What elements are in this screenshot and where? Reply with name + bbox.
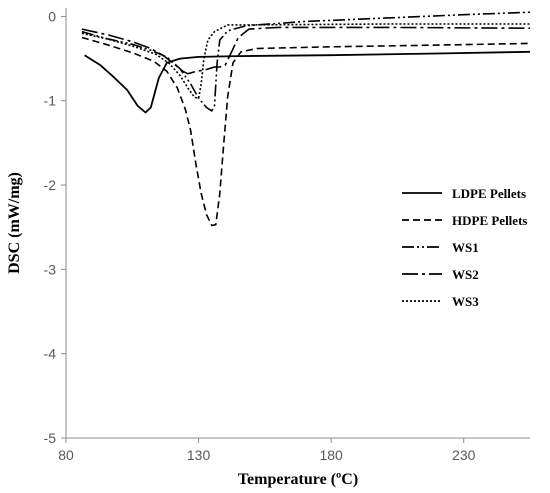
y-axis-title: DSC (mW/mg) <box>6 172 23 274</box>
legend-label: WS1 <box>452 240 479 255</box>
legend-label: WS3 <box>452 294 479 309</box>
series-line-hdpe-pellets <box>81 36 531 227</box>
x-ticks: 80 130 180 230 <box>58 438 476 463</box>
series-line-ws1 <box>81 11 531 112</box>
x-axis-title: Temperature (ºC) <box>238 471 358 488</box>
x-tick-label: 230 <box>452 447 476 463</box>
series-line-ldpe-pellets <box>84 50 531 114</box>
y-tick-label: -1 <box>44 93 57 109</box>
series-line-ws2 <box>81 26 531 75</box>
plot-lines <box>81 11 531 227</box>
axes: 0 -1 -2 -3 -4 -5 80 130 180 230 <box>44 8 530 463</box>
x-tick-label: 80 <box>58 447 74 463</box>
x-tick-label: 180 <box>319 447 343 463</box>
series-line-ws3 <box>81 23 530 99</box>
x-tick-label: 130 <box>187 447 211 463</box>
y-ticks: 0 -1 -2 -3 -4 -5 <box>44 8 66 446</box>
y-tick-label: 0 <box>48 8 56 24</box>
y-tick-label: -4 <box>44 346 57 362</box>
y-tick-label: -3 <box>44 261 57 277</box>
y-tick-label: -2 <box>44 177 57 193</box>
legend-label: WS2 <box>452 267 479 282</box>
y-tick-label: -5 <box>44 430 57 446</box>
legend-label: LDPE Pellets <box>452 186 526 201</box>
legend-label: HDPE Pellets <box>452 213 527 228</box>
legend: LDPE Pellets HDPE Pellets WS1 WS2 WS3 <box>402 186 527 309</box>
